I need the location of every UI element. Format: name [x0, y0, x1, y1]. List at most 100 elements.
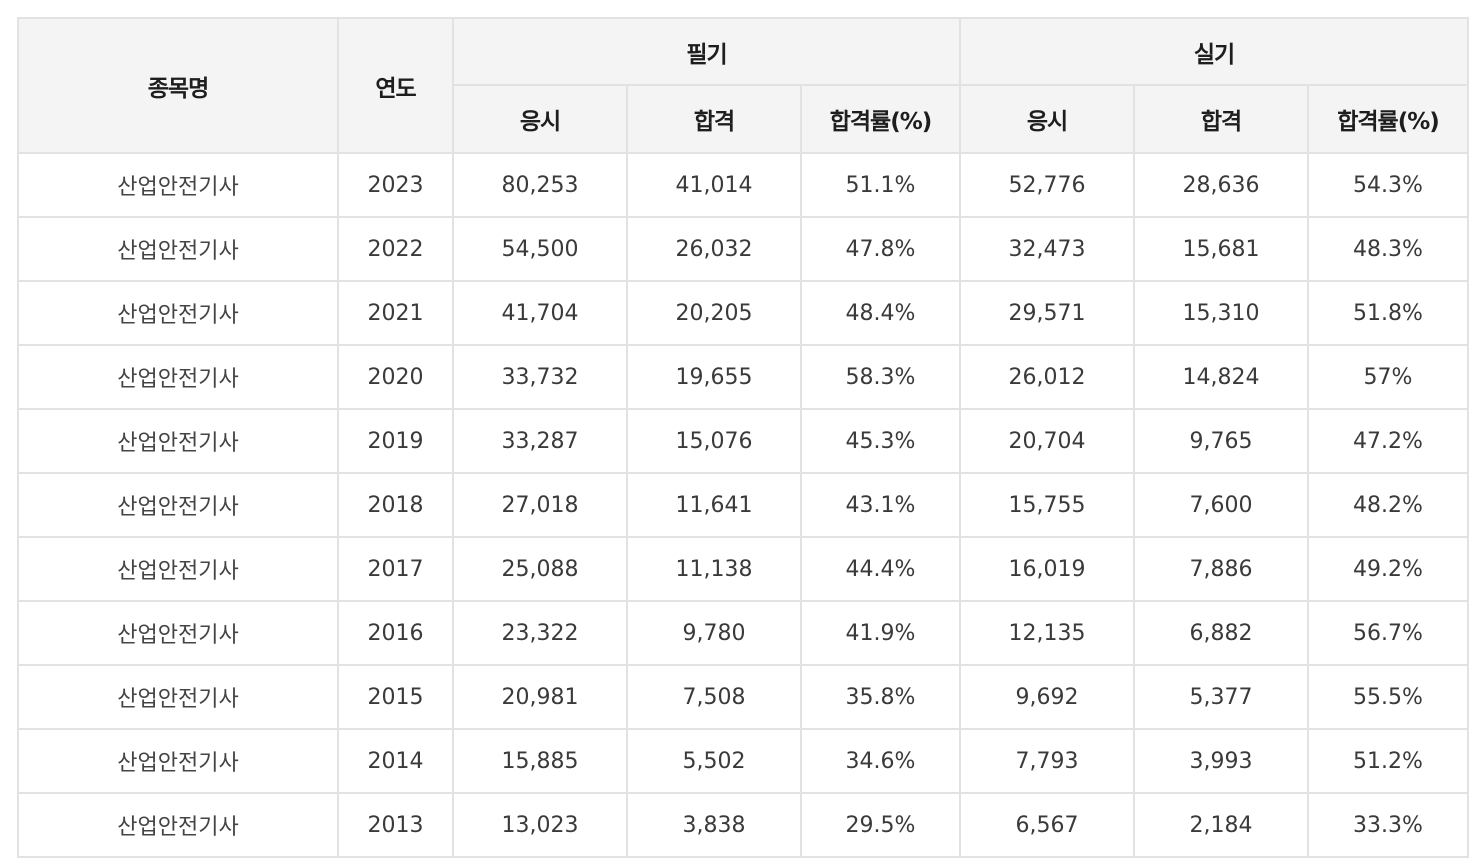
header-practical-passed: 합격 [1133, 84, 1309, 154]
cell-practical-pass-rate: 47.2% [1307, 408, 1469, 474]
cell-written-applicants: 23,322 [452, 600, 628, 666]
cell-written-applicants: 27,018 [452, 472, 628, 538]
table-header: 종목명 연도 필기 실기 응시 합격 합격률(%) 응시 합격 합격률(%) [17, 17, 1469, 154]
header-written-pass-rate: 합격률(%) [800, 84, 961, 154]
cell-practical-passed: 15,681 [1133, 216, 1309, 282]
cell-written-passed: 3,838 [626, 792, 802, 858]
cell-practical-pass-rate: 57% [1307, 344, 1469, 410]
cell-written-passed: 9,780 [626, 600, 802, 666]
header-practical: 실기 [959, 17, 1469, 86]
cell-subject: 산업안전기사 [17, 600, 339, 666]
cell-practical-pass-rate: 51.8% [1307, 280, 1469, 346]
header-written-passed: 합격 [626, 84, 802, 154]
cell-practical-pass-rate: 33.3% [1307, 792, 1469, 858]
cell-practical-applicants: 26,012 [959, 344, 1135, 410]
cell-practical-applicants: 15,755 [959, 472, 1135, 538]
header-practical-applicants: 응시 [959, 84, 1135, 154]
cell-practical-applicants: 12,135 [959, 600, 1135, 666]
header-practical-pass-rate: 합격률(%) [1307, 84, 1469, 154]
cell-practical-pass-rate: 48.2% [1307, 472, 1469, 538]
cell-year: 2015 [337, 664, 454, 730]
cell-practical-applicants: 29,571 [959, 280, 1135, 346]
table-row: 산업안전기사 2017 25,088 11,138 44.4% 16,019 7,886 49… [17, 536, 1469, 602]
cell-written-pass-rate: 34.6% [800, 728, 961, 794]
cell-written-applicants: 13,023 [452, 792, 628, 858]
cell-practical-applicants: 6,567 [959, 792, 1135, 858]
header-year: 연도 [337, 17, 454, 154]
cell-written-passed: 19,655 [626, 344, 802, 410]
cell-practical-passed: 7,886 [1133, 536, 1309, 602]
cell-subject: 산업안전기사 [17, 152, 339, 218]
cell-written-passed: 15,076 [626, 408, 802, 474]
cell-practical-passed: 15,310 [1133, 280, 1309, 346]
cell-year: 2013 [337, 792, 454, 858]
table-row: 산업안전기사 2014 15,885 5,502 34.6% 7,793 3,993 51.2… [17, 728, 1469, 794]
table-row: 산업안전기사 2015 20,981 7,508 35.8% 9,692 5,377 55.5… [17, 664, 1469, 730]
cell-written-applicants: 54,500 [452, 216, 628, 282]
cell-year: 2016 [337, 600, 454, 666]
cell-written-pass-rate: 58.3% [800, 344, 961, 410]
table-row: 산업안전기사 2016 23,322 9,780 41.9% 12,135 6,882 56.… [17, 600, 1469, 666]
cell-written-applicants: 20,981 [452, 664, 628, 730]
cell-practical-passed: 9,765 [1133, 408, 1309, 474]
cell-written-applicants: 33,287 [452, 408, 628, 474]
cell-written-pass-rate: 43.1% [800, 472, 961, 538]
cell-subject: 산업안전기사 [17, 472, 339, 538]
cell-year: 2022 [337, 216, 454, 282]
cell-subject: 산업안전기사 [17, 344, 339, 410]
cell-practical-pass-rate: 48.3% [1307, 216, 1469, 282]
cell-practical-passed: 2,184 [1133, 792, 1309, 858]
header-written: 필기 [452, 17, 961, 86]
cell-written-passed: 41,014 [626, 152, 802, 218]
table-row: 산업안전기사 2021 41,704 20,205 48.4% 29,571 15,310 5… [17, 280, 1469, 346]
cell-practical-passed: 3,993 [1133, 728, 1309, 794]
table-row: 산업안전기사 2022 54,500 26,032 47.8% 32,473 15,681 4… [17, 216, 1469, 282]
cell-written-passed: 20,205 [626, 280, 802, 346]
cell-practical-applicants: 9,692 [959, 664, 1135, 730]
cell-year: 2019 [337, 408, 454, 474]
cell-practical-pass-rate: 55.5% [1307, 664, 1469, 730]
cell-written-pass-rate: 41.9% [800, 600, 961, 666]
cell-practical-passed: 5,377 [1133, 664, 1309, 730]
cell-written-passed: 7,508 [626, 664, 802, 730]
cell-subject: 산업안전기사 [17, 792, 339, 858]
cell-written-pass-rate: 44.4% [800, 536, 961, 602]
cell-written-passed: 11,641 [626, 472, 802, 538]
cell-subject: 산업안전기사 [17, 216, 339, 282]
cell-written-pass-rate: 47.8% [800, 216, 961, 282]
cell-year: 2017 [337, 536, 454, 602]
cell-written-pass-rate: 45.3% [800, 408, 961, 474]
table-body: 산업안전기사 2023 80,253 41,014 51.1% 52,776 28,636 5… [17, 152, 1469, 858]
cell-written-passed: 11,138 [626, 536, 802, 602]
cell-written-passed: 5,502 [626, 728, 802, 794]
cell-written-pass-rate: 29.5% [800, 792, 961, 858]
cell-subject: 산업안전기사 [17, 728, 339, 794]
cell-written-pass-rate: 48.4% [800, 280, 961, 346]
cell-practical-applicants: 20,704 [959, 408, 1135, 474]
cell-written-pass-rate: 35.8% [800, 664, 961, 730]
cell-written-applicants: 25,088 [452, 536, 628, 602]
cell-practical-applicants: 52,776 [959, 152, 1135, 218]
cell-subject: 산업안전기사 [17, 664, 339, 730]
cell-practical-applicants: 16,019 [959, 536, 1135, 602]
cell-written-applicants: 15,885 [452, 728, 628, 794]
cell-subject: 산업안전기사 [17, 536, 339, 602]
cell-practical-pass-rate: 51.2% [1307, 728, 1469, 794]
header-subject: 종목명 [17, 17, 339, 154]
cell-written-applicants: 33,732 [452, 344, 628, 410]
cell-year: 2020 [337, 344, 454, 410]
table-row: 산업안전기사 2013 13,023 3,838 29.5% 6,567 2,184 33.3… [17, 792, 1469, 858]
table-row: 산업안전기사 2018 27,018 11,641 43.1% 15,755 7,600 48… [17, 472, 1469, 538]
cell-year: 2014 [337, 728, 454, 794]
cell-written-applicants: 41,704 [452, 280, 628, 346]
header-row-group: 종목명 연도 필기 실기 [17, 17, 1469, 154]
cell-practical-passed: 14,824 [1133, 344, 1309, 410]
header-written-applicants: 응시 [452, 84, 628, 154]
cell-practical-passed: 6,882 [1133, 600, 1309, 666]
cell-practical-passed: 28,636 [1133, 152, 1309, 218]
cell-practical-applicants: 32,473 [959, 216, 1135, 282]
cell-written-passed: 26,032 [626, 216, 802, 282]
table-row: 산업안전기사 2023 80,253 41,014 51.1% 52,776 28,636 5… [17, 152, 1469, 218]
table-row: 산업안전기사 2019 33,287 15,076 45.3% 20,704 9,765 47… [17, 408, 1469, 474]
cell-practical-passed: 7,600 [1133, 472, 1309, 538]
